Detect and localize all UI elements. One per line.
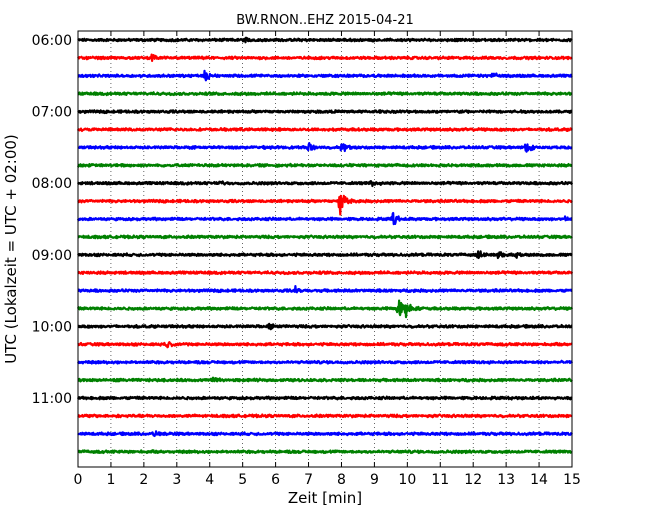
x-tick-label: 9	[370, 472, 379, 488]
x-tick-label: 14	[530, 472, 548, 488]
y-tick-label: 11:00	[32, 391, 72, 407]
x-tick-label: 3	[172, 472, 181, 488]
y-tick-label: 08:00	[32, 176, 72, 192]
seismic-trace-1015	[77, 341, 573, 349]
seismic-trace-1045	[77, 376, 573, 383]
seismic-trace-0945	[76, 299, 574, 319]
seismic-trace-0700	[77, 109, 573, 115]
x-tick-label: 5	[238, 472, 247, 488]
seismic-trace-1145	[77, 449, 573, 455]
seismic-trace-0845	[77, 234, 573, 240]
seismic-trace-0830	[76, 211, 573, 226]
trace-group	[76, 36, 574, 455]
x-tick-label: 15	[563, 472, 581, 488]
x-tick-label: 12	[464, 472, 482, 488]
x-tick-label: 8	[337, 472, 346, 488]
x-tick-label: 7	[304, 472, 313, 488]
plot-frame	[77, 30, 573, 468]
x-tick-label: 13	[497, 472, 515, 488]
y-tick-label: 06:00	[32, 33, 72, 49]
seismic-trace-0615	[77, 53, 573, 62]
seismic-trace-1030	[77, 359, 574, 365]
y-tick-label: 10:00	[32, 319, 72, 335]
seismic-trace-0715	[76, 127, 573, 132]
seismic-trace-1000	[77, 322, 573, 331]
seismic-trace-0800	[77, 180, 574, 188]
x-tick-label: 4	[205, 472, 214, 488]
x-tick-label: 10	[398, 472, 416, 488]
x-axis-ticks: 0 1 2 3 4 5 6 7 8 9 10 11 12 13 14 15	[74, 31, 581, 488]
y-axis-ticks: 06:00 07:00 08:00 09:00 10:00 11:00	[32, 33, 572, 407]
seismic-trace-0900	[77, 250, 573, 260]
x-tick-label: 1	[106, 472, 115, 488]
seismic-trace-0915	[77, 270, 574, 276]
seismic-trace-1115	[77, 413, 573, 419]
x-tick-label: 11	[431, 472, 449, 488]
y-axis-label: UTC (Lokalzeit = UTC + 02:00)	[2, 134, 20, 364]
seismic-trace-0745	[76, 162, 573, 168]
grid-lines	[78, 31, 572, 467]
seismic-trace-0730	[77, 142, 573, 153]
y-tick-label: 09:00	[32, 248, 72, 264]
seismic-trace-0930	[77, 285, 573, 294]
x-tick-label: 6	[271, 472, 280, 488]
seismic-trace-0600	[77, 36, 573, 44]
x-axis-label: Zeit [min]	[288, 489, 362, 507]
x-tick-label: 0	[74, 472, 83, 488]
seismic-trace-0645	[77, 91, 573, 97]
seismic-trace-1130	[77, 430, 573, 437]
seismic-trace-0630	[77, 69, 573, 82]
seismic-trace-0815	[77, 194, 573, 216]
x-tick-label: 2	[139, 472, 148, 488]
chart-title: BW.RNON..EHZ 2015-04-21	[236, 13, 414, 28]
seismic-trace-1100	[76, 395, 573, 401]
y-tick-label: 07:00	[32, 105, 72, 121]
